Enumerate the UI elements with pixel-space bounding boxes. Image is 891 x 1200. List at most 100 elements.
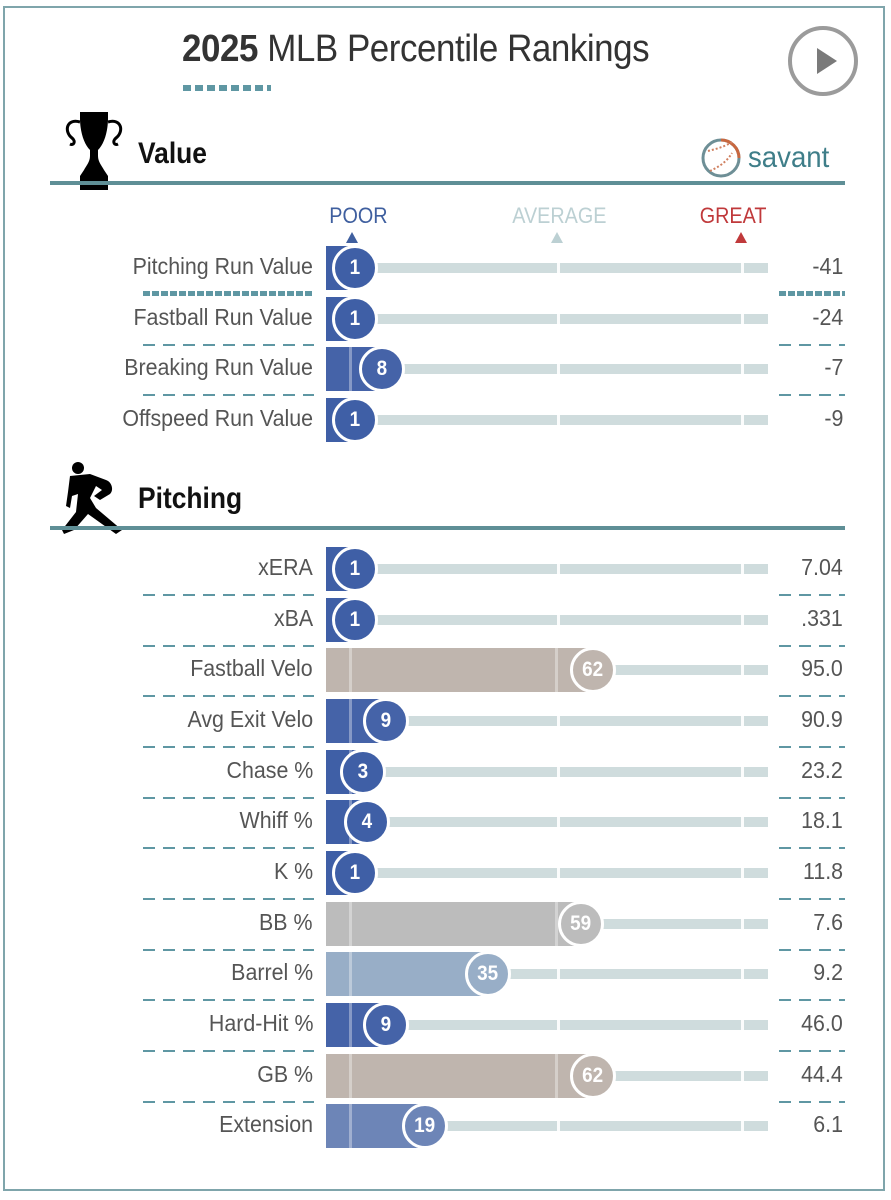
percentile-bubble[interactable]: 1 <box>331 245 378 291</box>
percentile-bubble[interactable]: 1 <box>331 849 378 896</box>
percentile-value: 1 <box>349 607 361 631</box>
metric-value: 18.1 <box>801 807 843 834</box>
bar-tick <box>349 1104 352 1149</box>
metric-value: 9.2 <box>813 959 843 986</box>
row-separator <box>779 594 845 596</box>
track-tick <box>741 364 744 375</box>
percentile-track <box>326 1121 768 1132</box>
row-separator <box>143 999 314 1002</box>
row-separator <box>779 948 845 951</box>
bar-tick <box>349 698 352 743</box>
percentile-track <box>326 414 768 425</box>
percentile-value: 1 <box>349 256 361 279</box>
pitcher-icon <box>62 462 122 534</box>
row-separator <box>143 291 314 296</box>
metric-label: BB % <box>259 908 313 935</box>
metric-value: -24 <box>812 303 843 330</box>
percentile-bubble[interactable]: 9 <box>363 1001 410 1048</box>
metric-label: Fastball Velo <box>190 655 313 682</box>
metric-value: .331 <box>801 604 843 631</box>
row-separator <box>143 1100 314 1103</box>
percentile-value: 19 <box>414 1114 436 1138</box>
metric-value: 6.1 <box>813 1111 843 1138</box>
bar-tick <box>349 952 352 997</box>
metric-label: Barrel % <box>230 959 313 986</box>
metric-label: Extension <box>219 1111 313 1138</box>
savant-logo[interactable]: savant <box>700 137 836 179</box>
percentile-value: 62 <box>582 658 604 682</box>
track-tick <box>557 715 560 726</box>
percentile-bar <box>326 901 582 946</box>
percentile-value: 3 <box>357 759 368 783</box>
play-button[interactable] <box>788 26 858 96</box>
percentile-bubble[interactable]: 4 <box>343 799 390 846</box>
percentile-bubble[interactable]: 1 <box>331 596 378 643</box>
track-tick <box>741 969 744 980</box>
row-separator <box>779 695 845 698</box>
track-tick <box>741 564 744 574</box>
metric-label: Chase % <box>226 756 313 783</box>
percentile-value: 1 <box>349 306 361 330</box>
row-separator <box>779 291 845 296</box>
section-rule-pitching <box>50 526 845 530</box>
percentile-bubble[interactable]: 1 <box>331 546 378 592</box>
metric-label: K % <box>273 857 313 884</box>
track-tick <box>557 313 560 324</box>
percentile-bar <box>326 952 488 997</box>
axis-label-poor: POOR <box>329 203 388 228</box>
row-separator <box>143 644 314 647</box>
percentile-bubble[interactable]: 8 <box>359 346 406 393</box>
percentile-bubble[interactable]: 3 <box>339 748 386 795</box>
bar-tick <box>555 648 558 693</box>
trophy-icon <box>65 112 123 190</box>
track-tick <box>741 715 744 726</box>
percentile-bubble[interactable]: 62 <box>569 647 616 694</box>
bar-tick <box>349 347 352 392</box>
percentile-value: 8 <box>376 357 388 381</box>
percentile-bubble[interactable]: 35 <box>464 951 511 998</box>
metric-value: -41 <box>812 253 843 279</box>
bar-tick <box>349 1002 352 1047</box>
percentile-track <box>326 766 768 777</box>
row-separator <box>143 847 314 850</box>
track-tick <box>741 665 744 676</box>
percentile-value: 9 <box>380 1012 392 1036</box>
metric-label: GB % <box>257 1060 313 1087</box>
track-tick <box>557 364 560 375</box>
percentile-bubble[interactable]: 19 <box>402 1103 449 1150</box>
bar-tick <box>349 1053 352 1098</box>
percentile-bubble[interactable]: 1 <box>331 396 378 443</box>
bar-tick <box>349 901 352 946</box>
percentile-bar <box>326 1053 593 1098</box>
row-separator <box>779 745 845 748</box>
percentile-track <box>326 969 768 980</box>
percentile-bubble[interactable]: 62 <box>569 1052 616 1099</box>
percentile-bubble[interactable]: 59 <box>558 900 605 947</box>
track-tick <box>741 1070 744 1081</box>
row-separator <box>779 644 845 647</box>
percentile-track <box>326 614 768 625</box>
title-underline <box>183 85 271 91</box>
track-tick <box>741 263 744 273</box>
metric-label: Hard-Hit % <box>208 1009 313 1036</box>
row-separator <box>143 594 314 596</box>
metric-label: xERA <box>258 554 313 580</box>
track-tick <box>741 1121 744 1132</box>
percentile-value: 59 <box>570 911 592 935</box>
track-tick <box>741 766 744 777</box>
percentile-bubble[interactable]: 1 <box>331 295 378 342</box>
metric-label: Fastball Run Value <box>133 303 313 330</box>
percentile-value: 4 <box>361 810 372 834</box>
percentile-track <box>326 1019 768 1030</box>
percentile-bubble[interactable]: 9 <box>363 697 410 744</box>
row-separator <box>143 948 314 951</box>
track-tick <box>557 766 560 777</box>
metric-label: Breaking Run Value <box>124 354 313 381</box>
track-tick <box>741 867 744 878</box>
title-text: MLB Percentile Rankings <box>257 28 650 70</box>
metric-value: 7.04 <box>801 554 843 580</box>
metric-value: 7.6 <box>813 908 843 935</box>
title-year: 2025 <box>182 28 258 70</box>
bar-tick <box>555 1053 558 1098</box>
percentile-value: 1 <box>349 860 361 884</box>
